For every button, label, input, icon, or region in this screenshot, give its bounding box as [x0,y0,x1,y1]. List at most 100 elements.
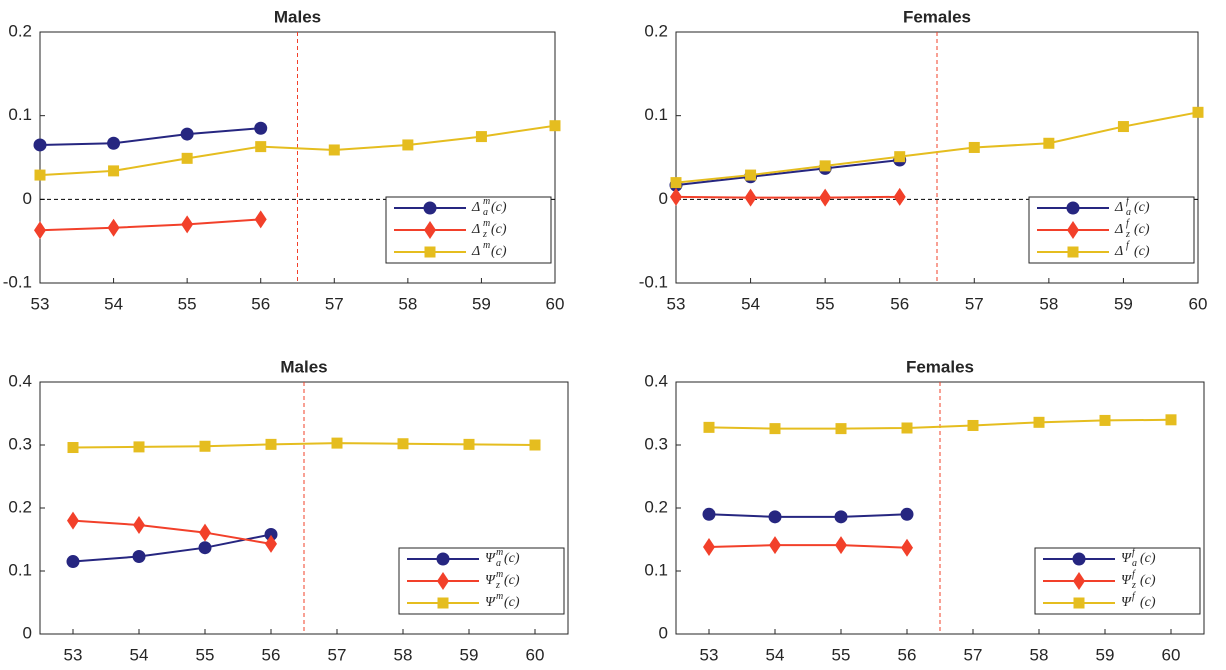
legend: Ψf a (c)Ψf z (c)Ψf (c) [1034,547,1201,615]
marker [968,141,980,153]
marker [1117,121,1129,133]
legend-marker [1067,246,1079,258]
marker [33,138,47,152]
legend-marker [1073,572,1085,590]
series-line [675,111,1199,184]
series-line [675,195,900,199]
x-tick-label: 56 [898,645,917,664]
y-tick-label: 0.4 [8,371,32,390]
marker [1099,414,1111,426]
marker [331,437,343,449]
chart-title: Females [903,7,971,26]
x-tick-label: 55 [178,294,197,313]
marker [834,510,848,524]
y-tick-label: 0 [659,623,668,642]
marker [894,151,906,163]
marker [132,550,146,564]
y-tick-label: 0.4 [644,371,668,390]
marker [835,536,847,555]
marker [265,438,277,450]
marker [900,507,914,521]
marker [397,438,409,450]
series-line [39,218,261,232]
x-tick-label: 53 [64,645,83,664]
x-tick-label: 59 [472,294,491,313]
marker [769,423,781,435]
x-tick-label: 59 [1114,294,1133,313]
y-tick-label: -0.1 [639,272,668,291]
legend-label: Ψm(c) [485,591,520,610]
y-tick-label: 0.1 [8,105,32,124]
x-tick-label: 53 [700,645,719,664]
marker [745,169,757,181]
series-line [72,519,272,545]
x-tick-label: 60 [546,294,565,313]
y-tick-label: 0.2 [644,21,668,40]
legend-marker [437,572,449,590]
x-tick-label: 60 [1189,294,1208,313]
x-tick-label: 60 [1162,645,1181,664]
x-tick-label: 58 [1030,645,1049,664]
marker [819,160,831,172]
x-tick-label: 57 [328,645,347,664]
legend-label: Ψf (c) [1121,591,1156,610]
legend-marker [423,201,437,215]
x-tick-label: 54 [130,645,149,664]
legend-marker [1067,221,1079,239]
marker [463,438,475,450]
marker [901,422,913,434]
x-tick-label: 59 [460,645,479,664]
legend-marker [437,597,449,609]
x-tick-label: 55 [832,645,851,664]
marker [108,165,120,177]
x-tick-label: 57 [965,294,984,313]
x-tick-label: 58 [394,645,413,664]
legend: Ψm a (c)Ψm z (c)Ψm(c) [398,547,565,615]
marker [967,419,979,431]
legend-label: Ψm a (c) [485,547,520,569]
x-tick-label: 56 [262,645,281,664]
series-line [39,127,261,146]
y-tick-label: 0.1 [644,560,668,579]
x-tick-label: 53 [667,294,686,313]
x-tick-label: 57 [325,294,344,313]
x-tick-label: 57 [964,645,983,664]
series-line [708,513,908,518]
y-tick-label: 0 [23,189,32,208]
y-tick-label: 0 [23,623,32,642]
series-line [708,418,1172,430]
legend-marker [424,246,436,258]
x-tick-label: 55 [196,645,215,664]
marker [199,440,211,452]
x-tick-label: 54 [766,645,785,664]
marker [67,511,79,530]
legend-marker [424,221,436,239]
x-tick-label: 56 [890,294,909,313]
series-line [708,544,908,549]
marker [744,188,757,207]
x-tick-label: 55 [816,294,835,313]
marker [1165,414,1177,426]
marker [199,523,211,542]
marker [835,423,847,435]
marker [66,555,80,569]
marker [34,221,46,240]
marker [819,188,832,207]
y-tick-label: 0.3 [644,434,668,453]
x-tick-label: 58 [398,294,417,313]
x-tick-label: 60 [526,645,545,664]
marker [264,527,278,541]
marker [402,139,414,151]
chart-title: Males [280,357,327,376]
marker [1033,416,1045,428]
y-tick-label: 0.3 [8,434,32,453]
marker [180,127,194,141]
legend-label: Ψf z (c) [1121,569,1156,591]
marker [670,187,682,206]
marker [529,439,541,451]
